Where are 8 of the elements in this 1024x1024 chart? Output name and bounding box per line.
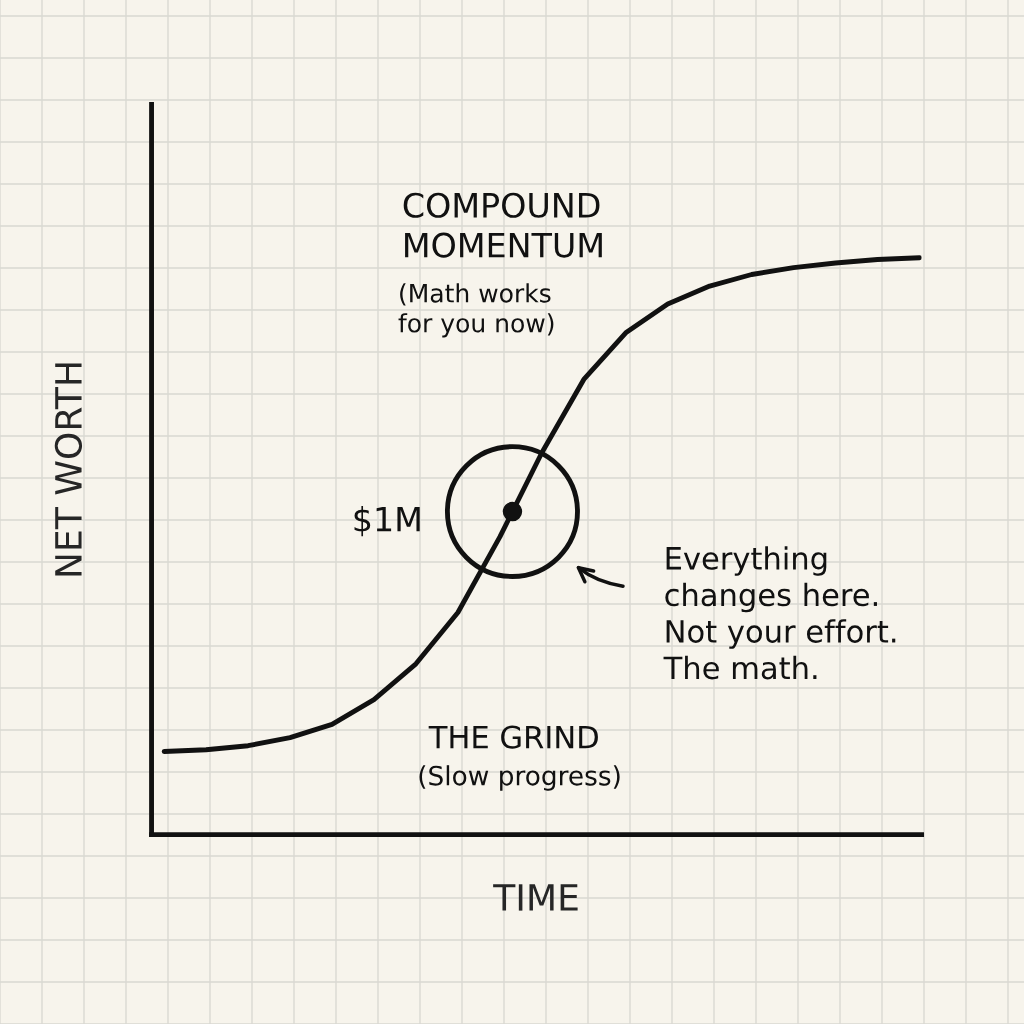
annotation: Everything changes here. Not your effort. The math. <box>663 546 896 680</box>
annotation: (Slow progress) <box>419 765 620 791</box>
annotation: THE GRIND <box>428 725 598 749</box>
x-axis-title: TIME <box>493 884 578 911</box>
annotation: (Math works for you now) <box>398 283 554 338</box>
annotation: $1M <box>354 506 420 537</box>
text: COMPOUND MOMENTUM <box>403 192 602 258</box>
y-axis-title: NET WORTH <box>54 363 83 576</box>
